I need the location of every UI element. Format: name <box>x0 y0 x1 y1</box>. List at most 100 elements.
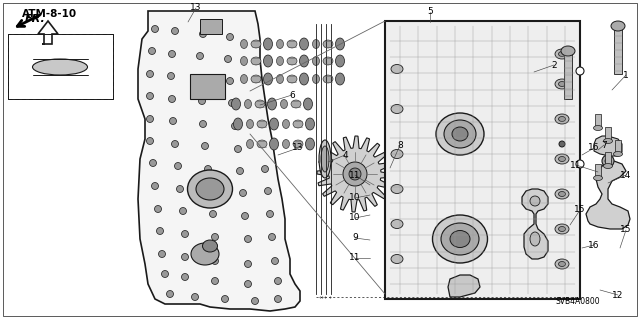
Circle shape <box>269 234 275 241</box>
Circle shape <box>182 231 189 238</box>
Text: FR.: FR. <box>24 14 45 24</box>
Ellipse shape <box>305 118 314 130</box>
Bar <box>200 19 222 34</box>
Polygon shape <box>38 21 58 44</box>
Circle shape <box>244 261 252 268</box>
Ellipse shape <box>323 75 333 83</box>
Circle shape <box>198 98 205 105</box>
Ellipse shape <box>312 75 319 84</box>
Circle shape <box>205 166 211 173</box>
Circle shape <box>168 95 175 102</box>
Text: 13: 13 <box>292 144 304 152</box>
Ellipse shape <box>559 191 566 197</box>
Ellipse shape <box>241 75 248 84</box>
Ellipse shape <box>251 57 261 65</box>
Circle shape <box>264 188 271 195</box>
Ellipse shape <box>450 231 470 248</box>
Ellipse shape <box>305 138 314 150</box>
Ellipse shape <box>300 55 308 67</box>
Circle shape <box>172 140 179 147</box>
Ellipse shape <box>555 224 569 234</box>
Ellipse shape <box>276 56 284 65</box>
Ellipse shape <box>303 98 312 110</box>
Text: 8: 8 <box>397 140 403 150</box>
Ellipse shape <box>202 240 218 252</box>
Text: SVB4A0800: SVB4A0800 <box>556 296 600 306</box>
Ellipse shape <box>255 100 265 108</box>
Text: 10: 10 <box>349 213 361 222</box>
Ellipse shape <box>300 73 308 85</box>
Text: 7: 7 <box>601 140 607 150</box>
Ellipse shape <box>391 255 403 263</box>
Bar <box>605 152 611 166</box>
Text: 11: 11 <box>349 170 361 180</box>
Bar <box>8 34 113 99</box>
Ellipse shape <box>335 38 344 50</box>
Circle shape <box>227 33 234 41</box>
Bar <box>190 74 225 99</box>
Ellipse shape <box>555 189 569 199</box>
Ellipse shape <box>264 38 273 50</box>
Circle shape <box>179 207 186 214</box>
Polygon shape <box>138 11 300 311</box>
Text: 11: 11 <box>570 160 582 169</box>
Ellipse shape <box>391 64 403 73</box>
Polygon shape <box>317 136 393 212</box>
Circle shape <box>262 166 269 173</box>
Text: 16: 16 <box>588 144 600 152</box>
Ellipse shape <box>188 170 232 208</box>
Circle shape <box>196 53 204 60</box>
Ellipse shape <box>257 140 267 148</box>
Ellipse shape <box>441 223 479 255</box>
Circle shape <box>252 298 259 305</box>
Ellipse shape <box>391 105 403 114</box>
Ellipse shape <box>246 139 253 149</box>
Text: 2: 2 <box>551 61 557 70</box>
Ellipse shape <box>269 138 278 150</box>
Ellipse shape <box>614 152 623 157</box>
Text: 16: 16 <box>588 241 600 249</box>
Ellipse shape <box>241 40 248 48</box>
Ellipse shape <box>335 55 344 67</box>
Ellipse shape <box>391 184 403 194</box>
Circle shape <box>211 257 218 264</box>
Ellipse shape <box>335 73 344 85</box>
Circle shape <box>168 50 175 57</box>
Ellipse shape <box>559 157 566 161</box>
Ellipse shape <box>444 120 476 148</box>
Text: 15: 15 <box>620 226 632 234</box>
Circle shape <box>237 167 243 174</box>
Ellipse shape <box>312 56 319 65</box>
Circle shape <box>576 160 584 168</box>
Text: 9: 9 <box>352 234 358 242</box>
Polygon shape <box>448 275 480 297</box>
Bar <box>595 114 601 128</box>
Bar <box>605 127 611 141</box>
Ellipse shape <box>244 100 252 108</box>
Text: ATM-8-10: ATM-8-10 <box>22 9 77 19</box>
Ellipse shape <box>264 73 273 85</box>
Text: 5: 5 <box>427 8 433 17</box>
Circle shape <box>266 211 273 218</box>
Ellipse shape <box>196 178 224 200</box>
Bar <box>385 21 580 299</box>
Ellipse shape <box>433 215 488 263</box>
Ellipse shape <box>436 113 484 155</box>
Circle shape <box>209 211 216 218</box>
Ellipse shape <box>232 98 241 110</box>
Circle shape <box>227 78 234 85</box>
Bar <box>595 164 601 178</box>
Circle shape <box>228 100 236 107</box>
Ellipse shape <box>593 175 602 181</box>
Circle shape <box>602 155 614 167</box>
Ellipse shape <box>287 40 297 48</box>
Circle shape <box>239 189 246 197</box>
Circle shape <box>147 137 154 145</box>
Circle shape <box>241 212 248 219</box>
Ellipse shape <box>257 120 267 128</box>
Circle shape <box>211 278 218 285</box>
Circle shape <box>152 182 159 189</box>
Circle shape <box>147 93 154 100</box>
Ellipse shape <box>452 127 468 141</box>
Circle shape <box>166 291 173 298</box>
